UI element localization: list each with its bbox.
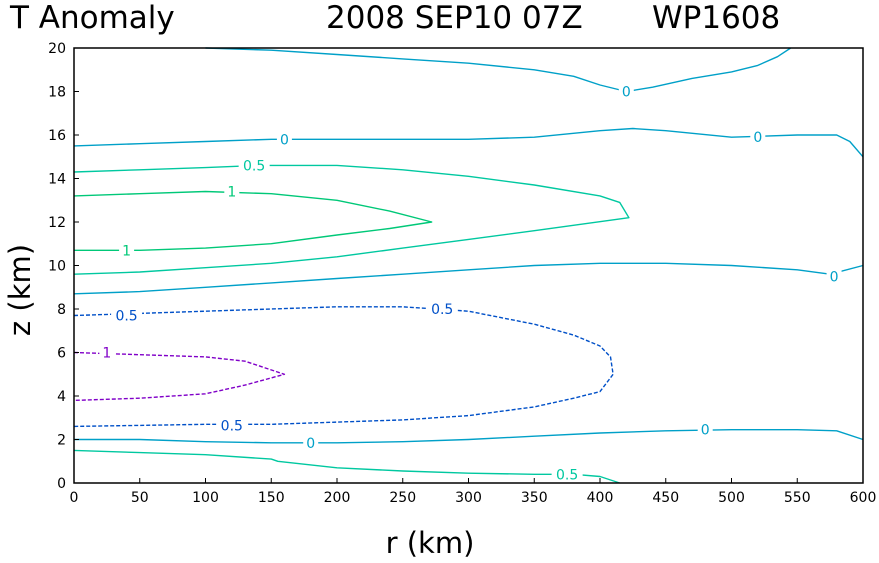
x-tick-label: 0 xyxy=(70,490,79,506)
contour-label: 0 xyxy=(701,423,710,439)
contour-0-upper xyxy=(73,127,864,158)
x-tick-label: 600 xyxy=(850,490,877,506)
y-tick-label: 14 xyxy=(48,172,66,188)
x-tick-label: 550 xyxy=(784,490,811,506)
x-tick-label: 350 xyxy=(521,490,548,506)
y-axis-title: z (km) xyxy=(3,244,37,336)
y-tick-label: 18 xyxy=(48,85,66,101)
contour-0-top xyxy=(205,47,792,93)
x-tick-label: 400 xyxy=(587,490,614,506)
contour-label-background xyxy=(216,417,248,434)
y-tick-label: 4 xyxy=(57,389,66,405)
contour-label: 1 xyxy=(227,185,236,201)
contour-label-background xyxy=(426,301,458,317)
contour-label-background xyxy=(551,466,583,483)
contour-label: 0.5 xyxy=(115,309,137,325)
x-tick-label: 200 xyxy=(324,490,351,506)
chart-title-date: 2008 SEP10 07Z xyxy=(326,0,583,36)
contour-label-background xyxy=(224,183,240,200)
contour-label-background xyxy=(697,421,713,438)
contour-neg0.5 xyxy=(73,306,614,428)
x-tick-label: 450 xyxy=(652,490,679,506)
y-tick-label: 20 xyxy=(48,41,66,57)
contour-label-background xyxy=(119,242,135,259)
y-axis: 0 2 4 6 8 10 12 14 16 18 20 xyxy=(48,41,79,492)
contour-labels: 0 0 0 0.5 1 1 0 0.5 0.5 0.5 1 0 0 0.5 xyxy=(99,83,842,483)
contour-0-middle xyxy=(73,262,864,295)
contour-label: 0.5 xyxy=(221,418,243,434)
contour-label-background xyxy=(276,131,292,148)
contour-label-background xyxy=(826,268,842,285)
contour-label: 0.5 xyxy=(243,158,265,174)
y-tick-label: 16 xyxy=(48,128,66,144)
chart-title-storm: WP1608 xyxy=(652,0,780,36)
contour-0-lower xyxy=(74,429,864,444)
y-tick-label: 10 xyxy=(48,259,66,275)
contour-label: 0.5 xyxy=(556,467,578,483)
contour-neg1 xyxy=(73,351,286,402)
x-axis-title: r (km) xyxy=(386,526,475,558)
x-tick-label: 300 xyxy=(455,490,482,506)
y-tick-label: 0 xyxy=(57,476,66,492)
contour-label: 1 xyxy=(122,243,131,259)
contour-label: 0 xyxy=(753,130,762,146)
contour-label: 0.5 xyxy=(431,302,453,318)
chart-title-variable: T Anomaly xyxy=(9,0,175,36)
y-tick-label: 6 xyxy=(57,346,66,362)
contour-label: 0 xyxy=(830,269,839,285)
x-tick-label: 250 xyxy=(389,490,416,506)
contour-label-background xyxy=(238,157,270,174)
contour-label: 0 xyxy=(622,85,631,101)
contour-label-background xyxy=(618,83,634,100)
contour-label-background xyxy=(303,434,319,451)
x-tick-label: 500 xyxy=(718,490,745,506)
x-tick-label: 100 xyxy=(192,490,219,506)
x-axis: 0 50 100 150 200 250 300 350 400 450 500 550 600 xyxy=(70,478,877,506)
contour-label-background xyxy=(750,129,766,146)
contour-label: 0 xyxy=(306,436,315,452)
y-tick-label: 12 xyxy=(48,215,66,231)
x-tick-label: 150 xyxy=(258,490,285,506)
contour-1-upper xyxy=(73,190,433,252)
y-tick-label: 8 xyxy=(57,302,66,318)
y-tick-label: 2 xyxy=(57,433,66,449)
contour-label: 0 xyxy=(280,132,289,148)
x-tick-label: 50 xyxy=(131,490,149,506)
contour-label-background xyxy=(111,307,143,324)
contour-label: 1 xyxy=(102,346,111,362)
contour-label-background xyxy=(99,344,115,361)
